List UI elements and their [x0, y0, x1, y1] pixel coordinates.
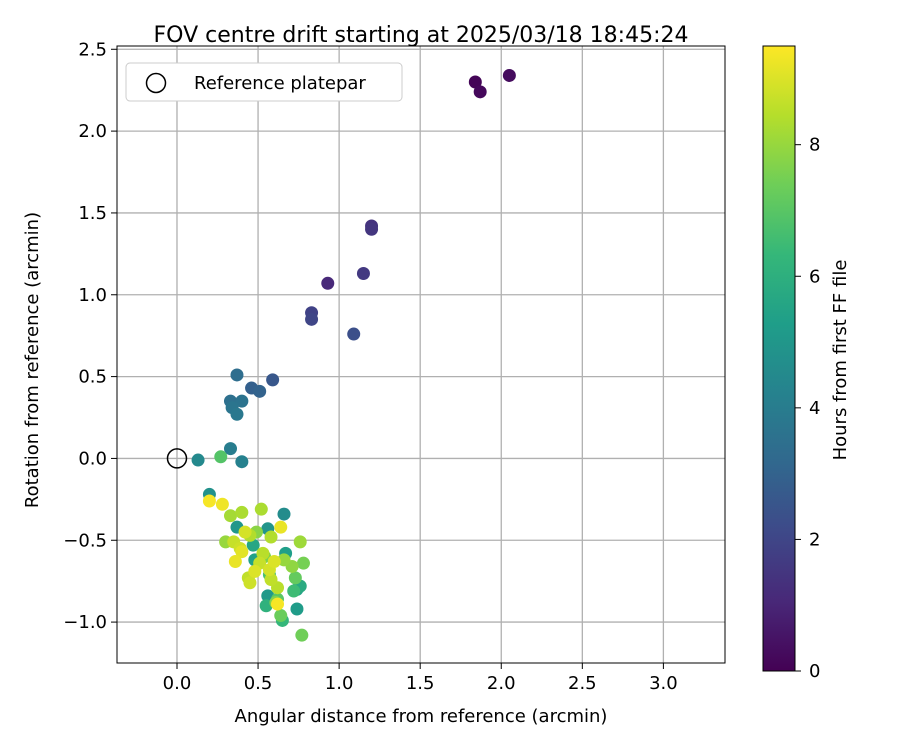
legend-box: [125, 62, 403, 102]
data-point: [215, 497, 229, 511]
x-tick-label: 2.0: [487, 673, 516, 694]
data-point: [243, 576, 257, 590]
data-point: [267, 555, 281, 569]
data-point: [228, 555, 242, 569]
y-axis-ticks: −1.0 −0.5 0.0 0.5 1.0 1.5 2.0 2.5: [63, 39, 117, 633]
y-tick-label: 1.0: [78, 285, 107, 306]
data-point: [277, 507, 291, 521]
data-point: [293, 535, 307, 549]
data-point: [290, 602, 304, 616]
colorbar-label: Hours from first FF file: [830, 260, 851, 461]
data-point: [502, 68, 516, 82]
data-point: [288, 571, 302, 585]
y-tick-label: 0.0: [78, 448, 107, 469]
data-point: [248, 564, 262, 578]
data-point: [274, 609, 288, 623]
legend: Reference platepar: [125, 62, 403, 102]
colorbar-tick-label: 8: [809, 135, 820, 156]
data-point: [202, 494, 216, 508]
x-tick-label: 0.5: [244, 673, 273, 694]
x-tick-label: 3.0: [649, 673, 678, 694]
data-point: [356, 266, 370, 280]
data-point: [468, 75, 482, 89]
y-tick-label: 2.5: [78, 39, 107, 60]
colorbar-tick-label: 0: [809, 661, 820, 682]
colorbar-ticks: 0 2 4 6 8: [795, 135, 820, 682]
data-point: [277, 553, 291, 567]
colorbar-gradient: [762, 45, 796, 672]
data-point: [223, 509, 237, 523]
colorbar: 0 2 4 6 8 Hours from first FF file: [762, 45, 851, 682]
data-point: [264, 530, 278, 544]
data-point: [274, 520, 288, 534]
y-axis-label: Rotation from reference (arcmin): [22, 212, 43, 508]
data-point: [235, 394, 249, 408]
data-point: [253, 384, 267, 398]
y-tick-label: 0.5: [78, 367, 107, 388]
data-point: [223, 442, 237, 456]
data-point: [305, 312, 319, 326]
colorbar-tick-label: 2: [809, 529, 820, 550]
data-point: [295, 628, 309, 642]
data-point: [256, 546, 270, 560]
data-point: [271, 597, 285, 611]
legend-open-circle-marker: [145, 72, 167, 94]
data-point: [235, 545, 249, 559]
data-point: [238, 525, 252, 539]
legend-label: Reference platepar: [194, 73, 366, 94]
data-point: [287, 584, 301, 598]
data-point: [246, 538, 260, 552]
colorbar-tick-label: 4: [809, 398, 820, 419]
y-tick-label: 2.0: [78, 121, 107, 142]
chart-title: FOV centre drift starting at 2025/03/18 …: [154, 23, 689, 48]
x-tick-label: 1.0: [325, 673, 354, 694]
data-point: [473, 85, 487, 99]
colorbar-tick-label: 6: [809, 266, 820, 287]
y-tick-label: −1.0: [63, 612, 107, 633]
x-axis-ticks: 0.0 0.5 1.0 1.5 2.0 2.5 3.0: [163, 663, 678, 694]
data-point: [266, 373, 280, 387]
reference-platepar-marker: [166, 448, 188, 469]
x-tick-label: 0.0: [163, 673, 192, 694]
y-tick-label: 1.5: [78, 203, 107, 224]
data-point: [214, 450, 228, 464]
plot-frame: [116, 45, 726, 664]
grid-lines: [117, 46, 725, 663]
data-point: [347, 327, 361, 341]
x-tick-label: 2.5: [568, 673, 597, 694]
y-tick-label: −0.5: [63, 530, 107, 551]
data-point: [235, 455, 249, 469]
data-point: [230, 407, 244, 421]
data-point: [230, 368, 244, 382]
data-point: [321, 276, 335, 290]
data-point: [264, 573, 278, 587]
x-axis-label: Angular distance from reference (arcmin): [235, 706, 608, 727]
data-points: [166, 68, 516, 642]
x-tick-label: 1.5: [406, 673, 435, 694]
data-point: [235, 505, 249, 519]
data-point: [365, 222, 379, 236]
data-point: [254, 502, 268, 516]
data-point: [296, 556, 310, 570]
data-point: [191, 453, 205, 467]
